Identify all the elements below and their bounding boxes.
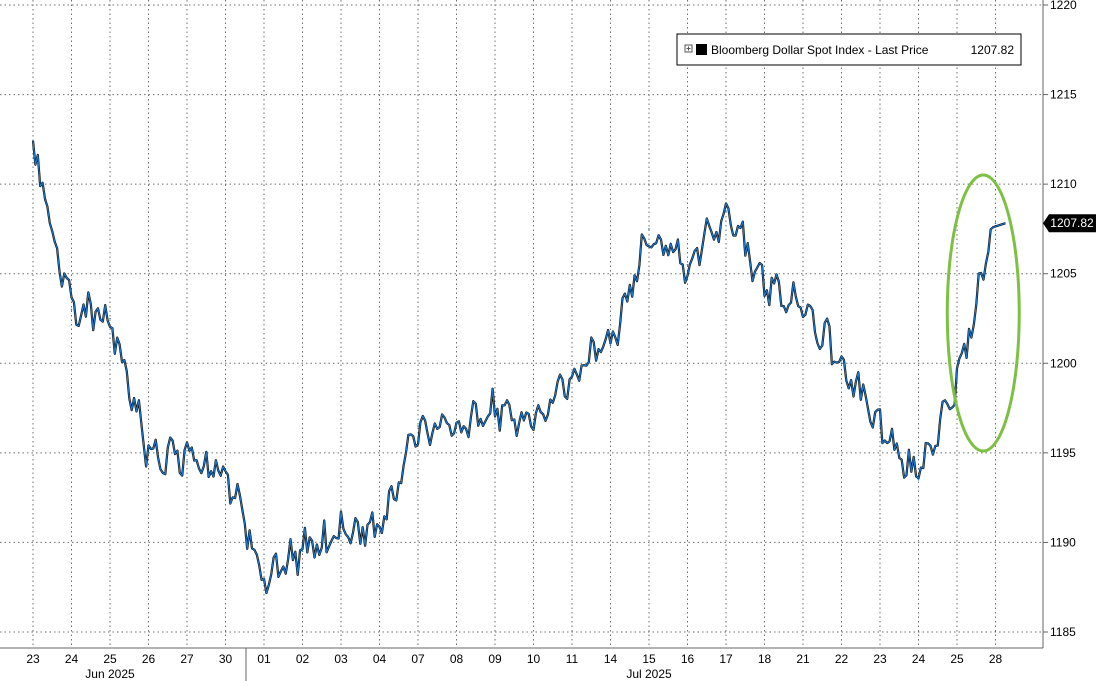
x-tick-label: 24 xyxy=(65,652,79,666)
legend-value: 1207.82 xyxy=(971,43,1015,57)
legend-label: Bloomberg Dollar Spot Index - Last Price xyxy=(711,43,929,57)
x-tick-label: 07 xyxy=(411,652,425,666)
x-tick-label: 15 xyxy=(642,652,656,666)
month-label: Jul 2025 xyxy=(626,667,672,681)
x-tick-label: 25 xyxy=(103,652,117,666)
annotation-layer xyxy=(945,173,1021,453)
x-tick-label: 18 xyxy=(758,652,772,666)
legend: Bloomberg Dollar Spot Index - Last Price… xyxy=(676,33,1022,66)
series-point xyxy=(340,532,342,535)
x-tick-label: 08 xyxy=(450,652,464,666)
series-point xyxy=(32,147,34,150)
series-point xyxy=(70,308,73,311)
x-tick-label: 14 xyxy=(604,652,618,666)
series-point xyxy=(763,281,766,284)
x-tick-label: 30 xyxy=(219,652,233,666)
series-point xyxy=(686,263,689,266)
series-line-outline xyxy=(31,140,1006,595)
y-tick-label: 1220 xyxy=(1050,0,1077,12)
y-tick-label: 1210 xyxy=(1050,177,1077,191)
series-point xyxy=(648,228,650,230)
series-point xyxy=(879,425,881,427)
x-tick-label: 24 xyxy=(912,652,926,666)
series-point xyxy=(802,299,804,302)
series-point xyxy=(609,344,612,347)
grid-layer xyxy=(0,0,1043,648)
x-tick-label: 25 xyxy=(950,652,964,666)
x-tick-label: 26 xyxy=(142,652,156,666)
x-tick-label: 11 xyxy=(566,652,579,666)
series-point xyxy=(571,371,573,374)
series-point xyxy=(417,425,419,427)
x-tick-label: 16 xyxy=(681,652,695,666)
legend-box xyxy=(676,33,1022,66)
x-tick-label: 02 xyxy=(296,652,310,666)
x-tick-label: 27 xyxy=(180,652,194,666)
series-point xyxy=(147,452,150,454)
x-tick-label: 23 xyxy=(873,652,887,666)
y-tick-label: 1215 xyxy=(1050,88,1077,102)
x-tick-label: 28 xyxy=(989,652,1003,666)
series-point xyxy=(532,425,535,427)
y-tick-label: 1195 xyxy=(1050,446,1076,460)
month-labels: Jun 2025 Jul 2025 xyxy=(85,667,672,681)
x-tick-label: 03 xyxy=(334,652,348,666)
y-tick-label: 1200 xyxy=(1050,356,1077,370)
last-price-label: 1207.82 xyxy=(1050,216,1094,230)
series-point xyxy=(263,577,265,580)
series-point xyxy=(917,478,920,481)
series-point xyxy=(725,210,727,212)
y-tick-label: 1185 xyxy=(1050,625,1076,639)
last-price-tag-bg xyxy=(1043,214,1096,233)
x-tick-labels: 23 24 25 26 27 30 01 02 03 04 07 08 09 10 11 14 15 16 17 18… xyxy=(26,652,1002,666)
x-tick-label: 10 xyxy=(527,652,541,666)
series-point xyxy=(186,461,188,463)
x-tick-label: 17 xyxy=(719,652,733,666)
x-tick-label: 04 xyxy=(373,652,387,666)
series-point xyxy=(494,407,496,409)
series-point xyxy=(378,532,381,535)
y-tick-label: 1205 xyxy=(1050,267,1077,281)
series-point xyxy=(224,469,227,472)
y-tick-label: 1190 xyxy=(1050,535,1076,549)
series-layer xyxy=(31,140,1006,595)
series-point xyxy=(301,550,304,553)
legend-swatch-icon xyxy=(696,44,707,55)
x-tick-label: 21 xyxy=(796,652,810,666)
x-tick-label: 09 xyxy=(488,652,502,666)
series-line xyxy=(32,140,1006,594)
series-point xyxy=(455,425,458,427)
series-point xyxy=(109,317,111,320)
series-point xyxy=(840,362,843,365)
last-price-tag: 1207.82 xyxy=(1043,214,1096,233)
series-point xyxy=(956,380,958,383)
highlight-ellipse xyxy=(945,173,1021,453)
x-tick-label: 01 xyxy=(257,652,271,666)
x-tick-label: 23 xyxy=(26,652,40,666)
y-tick-labels: 1185 1190 1195 1200 1205 1210 1215 1220 xyxy=(1043,0,1077,639)
month-label: Jun 2025 xyxy=(85,667,135,681)
axis-layer xyxy=(0,0,1044,681)
series-point xyxy=(994,222,997,224)
x-tick-label: 22 xyxy=(835,652,849,666)
